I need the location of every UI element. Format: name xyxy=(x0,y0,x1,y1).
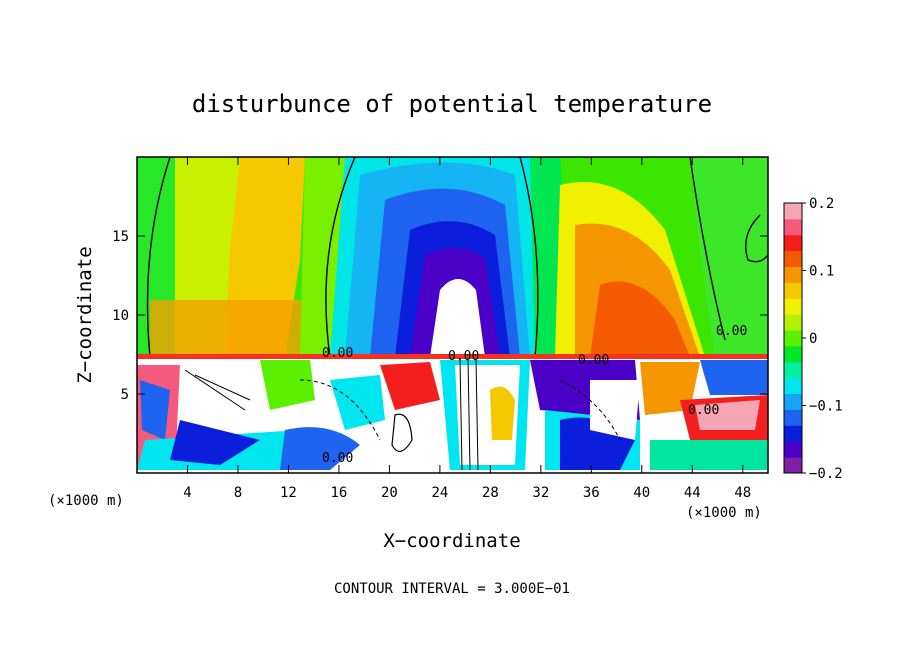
colorbar-swatch xyxy=(784,345,802,363)
band-red-right xyxy=(590,281,690,357)
colorbar-tick-label: 0 xyxy=(809,331,817,347)
contour-lower-dash xyxy=(299,379,621,441)
x-ticks: 4 8 12 16 20 24 28 32 36 40 44 48 xyxy=(183,157,751,501)
contour-label: 0.00 xyxy=(688,403,719,418)
colorbar-swatch xyxy=(784,377,802,395)
blob-left-4 xyxy=(170,420,260,465)
x-unit-label-right: (×1000 m) xyxy=(686,505,762,521)
blob-blue-5 xyxy=(700,360,768,395)
y-tick-label: 10 xyxy=(112,308,129,324)
blob-blue-1 xyxy=(280,427,360,470)
x-tick-label: 32 xyxy=(532,485,549,501)
blob-green-1 xyxy=(260,360,315,410)
chart-title: disturbunce of potential temperature xyxy=(192,90,712,118)
colorbar-swatch xyxy=(784,266,802,283)
contour-far-right xyxy=(745,214,769,263)
band-orange-low xyxy=(150,300,330,357)
colorbar-swatch xyxy=(784,425,802,442)
colorbar-swatch xyxy=(784,282,802,299)
x-tick-label: 8 xyxy=(234,485,242,501)
x-tick-label: 36 xyxy=(583,485,600,501)
contour-lower-3 xyxy=(184,369,251,411)
contour-label: 0.00 xyxy=(578,353,609,368)
contour-left xyxy=(146,156,171,358)
contour-label: 0.00 xyxy=(322,451,353,466)
x-unit-label: (×1000 m) xyxy=(48,493,124,509)
colorbar: 0.2 0.1 0 −0.1 −0.2 xyxy=(783,196,843,482)
x-tick-label: 40 xyxy=(633,485,650,501)
x-tick-label: 20 xyxy=(381,485,398,501)
x-tick-label: 4 xyxy=(183,485,191,501)
colorbar-swatch xyxy=(784,250,802,268)
y-axis-label: Z−coordinate xyxy=(74,246,96,383)
y-ticks: 5 10 15 xyxy=(112,229,768,403)
x-tick-label: 44 xyxy=(684,485,701,501)
colorbar-swatch xyxy=(784,393,802,410)
contour-right xyxy=(689,156,726,341)
blob-cyan-1 xyxy=(330,375,385,430)
blob-cyan-3 xyxy=(650,440,768,470)
contour-label: 0.00 xyxy=(322,346,353,361)
upper-layer xyxy=(137,156,769,358)
colorbar-swatch xyxy=(784,298,802,315)
x-tick-label: 48 xyxy=(734,485,751,501)
contour-lower-1 xyxy=(391,413,413,452)
blob-pink-1 xyxy=(695,400,760,430)
y-tick-label: 15 xyxy=(112,229,129,245)
colorbar-swatch xyxy=(784,457,802,474)
colorbar-swatch xyxy=(784,203,802,220)
x-tick-label: 12 xyxy=(280,485,297,501)
blob-red-2 xyxy=(490,386,515,440)
contour-label: 0.00 xyxy=(716,324,747,339)
contour-mid-left xyxy=(325,156,356,358)
colorbar-swatch xyxy=(784,409,802,426)
colorbar-swatch xyxy=(784,441,802,458)
x-tick-label: 16 xyxy=(330,485,347,501)
x-tick-label: 24 xyxy=(431,485,448,501)
colorbar-swatch xyxy=(784,218,802,236)
band-white-core xyxy=(430,279,485,357)
lower-layer xyxy=(137,359,768,473)
x-axis-label: X−coordinate xyxy=(383,530,520,552)
colorbar-tick-label: −0.1 xyxy=(809,399,843,415)
colorbar-tick-label: 0.1 xyxy=(809,264,834,280)
band-green-far-right xyxy=(690,157,768,357)
blob-white-2 xyxy=(590,380,640,440)
x-tick-label: 28 xyxy=(482,485,499,501)
colorbar-tick-label: 0.2 xyxy=(809,196,834,212)
plot-area: 0.00 0.00 0.00 0.00 0.00 0.00 xyxy=(136,156,769,474)
blob-left-2 xyxy=(140,380,170,440)
colorbar-swatch xyxy=(784,361,802,379)
blob-red-1 xyxy=(380,362,440,410)
contour-label: 0.00 xyxy=(448,349,479,364)
contour-lower-2 xyxy=(459,359,479,471)
colorbar-tick-label: −0.2 xyxy=(809,466,843,482)
colorbar-swatch xyxy=(784,330,802,347)
y-tick-label: 5 xyxy=(121,387,129,403)
contour-interval-note: CONTOUR INTERVAL = 3.000E−01 xyxy=(334,581,570,597)
contour-mid-right xyxy=(519,156,539,358)
colorbar-swatch xyxy=(784,314,802,331)
inversion-line xyxy=(137,354,768,359)
colorbar-swatch xyxy=(784,234,802,252)
